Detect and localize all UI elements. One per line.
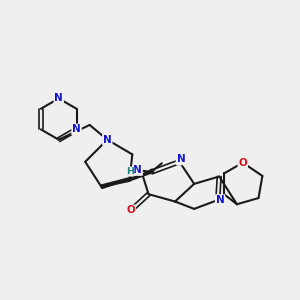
- Text: O: O: [127, 206, 135, 215]
- Text: N: N: [133, 165, 142, 175]
- Text: N: N: [216, 195, 224, 205]
- Text: N: N: [72, 124, 81, 134]
- Text: N: N: [176, 154, 185, 164]
- Polygon shape: [101, 172, 152, 188]
- Text: O: O: [238, 158, 247, 168]
- Text: N: N: [54, 94, 63, 103]
- Text: N: N: [103, 135, 112, 145]
- Text: H: H: [126, 167, 134, 176]
- Polygon shape: [129, 169, 154, 181]
